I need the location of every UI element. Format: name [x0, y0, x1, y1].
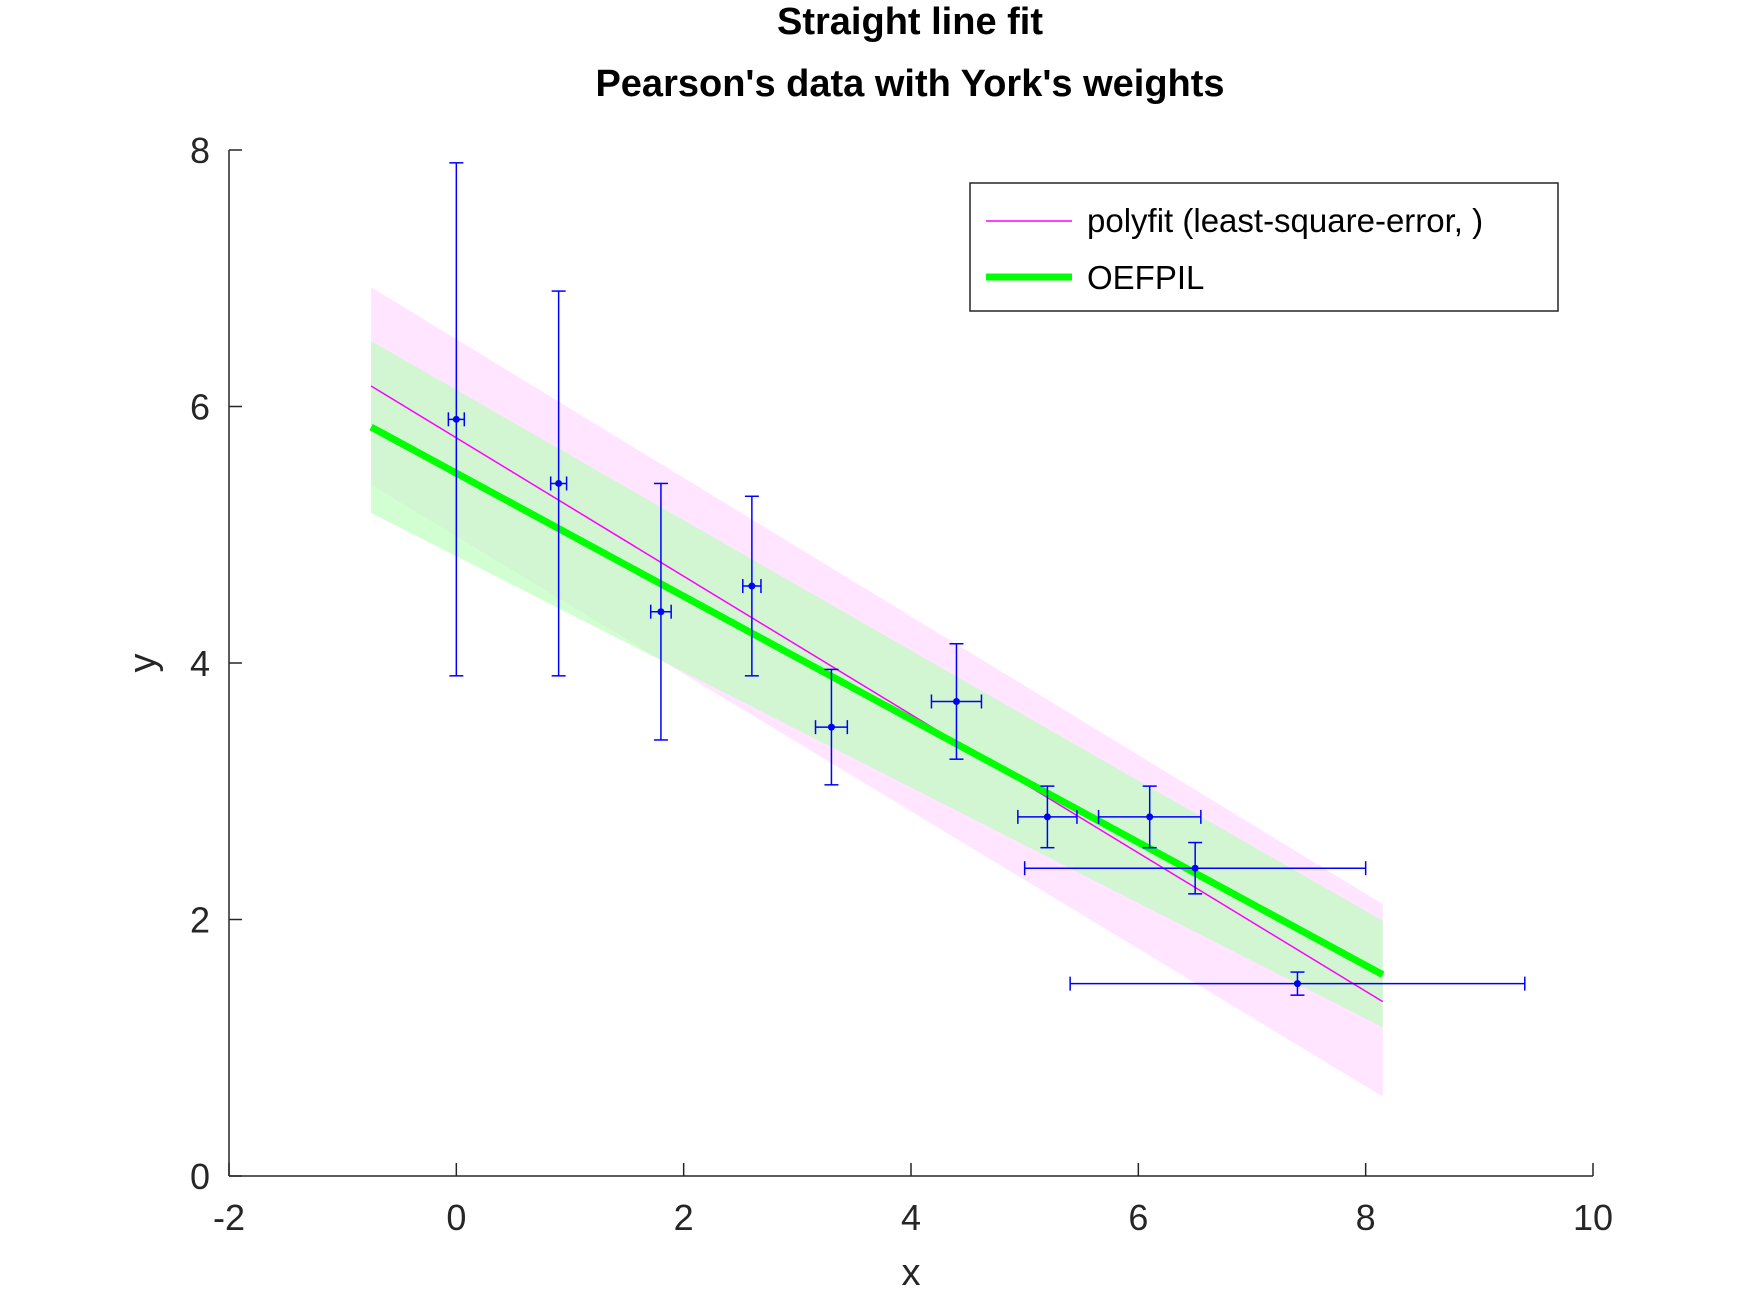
data-points [447, 162, 1526, 996]
data-marker [1293, 980, 1301, 988]
legend-box [969, 182, 1559, 312]
x-tick-label: 10 [1573, 1197, 1613, 1238]
fit-lines [369, 385, 1385, 1003]
x-tick-label: 2 [674, 1197, 694, 1238]
x-tick-label: 0 [446, 1197, 466, 1238]
y-tick-label: 2 [190, 900, 210, 941]
data-point-7 [1097, 785, 1202, 849]
fit-line-oefpil [369, 423, 1385, 978]
data-point-2 [649, 482, 672, 741]
data-point-3 [742, 495, 762, 677]
y-axis-label: y [122, 654, 164, 673]
y-tick-label: 0 [190, 1156, 210, 1197]
data-marker [1146, 813, 1154, 821]
x-axis-label: x [902, 1252, 921, 1294]
x-tick-label: 8 [1356, 1197, 1376, 1238]
data-marker [827, 723, 835, 731]
data-marker [1043, 813, 1051, 821]
data-marker [1191, 864, 1199, 872]
y-tick-label: 8 [190, 130, 210, 171]
data-marker [555, 479, 563, 487]
x-tick-label: 6 [1128, 1197, 1148, 1238]
data-point-5 [930, 643, 983, 760]
legend-label-polyfit: polyfit (least-square-error, ) [1087, 202, 1483, 239]
data-point-1 [549, 290, 568, 677]
x-tick-label: -2 [213, 1197, 245, 1238]
legend-label-oefpil: OEFPIL [1087, 259, 1204, 296]
chart-title: Straight line fit [777, 1, 1043, 43]
data-marker [952, 697, 960, 705]
data-marker [748, 582, 756, 590]
chart-subtitle: Pearson's data with York's weights [595, 63, 1224, 105]
data-point-0 [447, 162, 466, 677]
data-point-6 [1017, 785, 1078, 849]
data-point-4 [814, 668, 849, 786]
y-tick-label: 4 [190, 643, 210, 684]
fit-line-polyfit [370, 385, 1384, 1003]
legend: polyfit (least-square-error, ) OEFPIL [969, 182, 1559, 312]
x-tick-label: 4 [901, 1197, 921, 1238]
confidence-band-oefpil [371, 341, 1383, 1028]
data-point-9 [1069, 971, 1526, 996]
y-tick-label: 6 [190, 387, 210, 428]
data-marker [657, 608, 665, 616]
data-point-8 [1023, 841, 1367, 895]
data-marker [452, 415, 460, 423]
confidence-bands [371, 287, 1383, 1097]
